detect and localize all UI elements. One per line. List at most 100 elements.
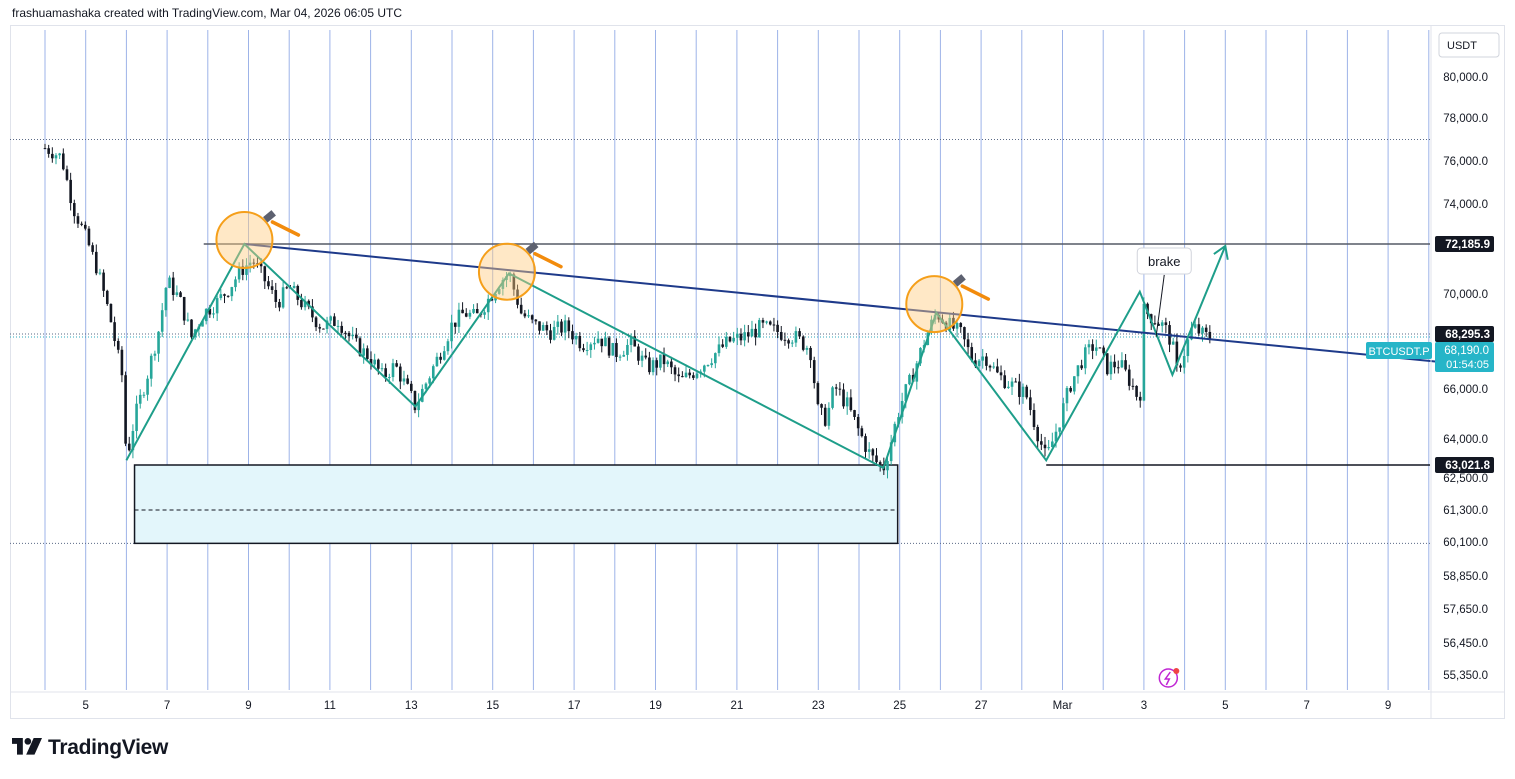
candle-body: [677, 374, 680, 377]
candle-body: [201, 321, 204, 327]
candle-body: [347, 332, 351, 337]
demand-zone-rect[interactable]: [133, 464, 899, 545]
candle-body: [779, 332, 783, 340]
candle-body: [812, 360, 816, 384]
candle-body: [483, 312, 486, 315]
candle-body: [523, 313, 527, 317]
candle-body: [1124, 360, 1127, 370]
candle-body: [1120, 360, 1124, 368]
candle-body: [706, 365, 710, 367]
candle-body: [245, 265, 248, 275]
highlight-circle[interactable]: [905, 275, 964, 334]
candle-body: [1047, 447, 1050, 449]
candle-body: [450, 322, 453, 342]
candle-body: [1109, 361, 1113, 375]
candle-body: [640, 355, 644, 361]
candle-body: [519, 304, 523, 314]
current-price-tag: [1435, 342, 1494, 372]
candle-body: [552, 326, 556, 340]
candle-body: [765, 321, 768, 323]
candle-body: [182, 297, 186, 321]
candle-body: [717, 344, 721, 354]
candle-body: [1171, 341, 1175, 345]
candle-body: [897, 417, 900, 424]
candle-body: [336, 325, 340, 327]
candle-body: [794, 331, 798, 343]
candle-body: [179, 292, 182, 298]
candle-body: [710, 363, 713, 366]
candle-body: [124, 375, 127, 444]
candle-body: [157, 331, 160, 354]
candle-body: [1021, 386, 1025, 397]
candle-body: [490, 298, 494, 301]
x-tick-label: 5: [1222, 700, 1228, 712]
tradingview-logo[interactable]: TradingView: [12, 736, 168, 760]
candle-body: [604, 337, 607, 347]
candle-body: [58, 153, 61, 156]
candle-body: [431, 366, 435, 379]
candle-body: [1098, 347, 1102, 349]
candle-body: [1193, 324, 1197, 328]
candle-body: [1029, 397, 1032, 410]
candle-body: [362, 348, 365, 356]
candle-body: [563, 320, 567, 333]
candle-body: [388, 377, 391, 379]
y-tick-label: 74,000.0: [1443, 199, 1488, 211]
x-tick-label: 21: [731, 700, 744, 712]
candle-body: [113, 322, 116, 341]
candle-body: [486, 298, 490, 313]
candle-body: [750, 328, 754, 337]
candle-body: [340, 325, 344, 333]
candle-body: [475, 308, 479, 314]
x-tick-label: 9: [1385, 700, 1391, 712]
candle-body: [1010, 381, 1014, 387]
chart-frame: [10, 25, 1505, 719]
candle-body: [633, 336, 637, 347]
callout-box[interactable]: [1136, 247, 1192, 275]
highlight-circle[interactable]: [477, 242, 536, 301]
candle-body: [1138, 396, 1142, 401]
event-marker-icon[interactable]: [1158, 668, 1179, 688]
candle-body: [164, 287, 168, 311]
candle-body: [736, 333, 739, 338]
y-tick-label: 61,300.0: [1443, 505, 1488, 517]
candle-body: [135, 403, 138, 432]
candle-body: [351, 334, 354, 337]
candle-body: [73, 203, 76, 217]
candle-body: [607, 337, 611, 356]
zigzag-pattern-line[interactable]: [125, 242, 1227, 470]
candle-body: [919, 347, 922, 364]
candle-body: [296, 285, 300, 300]
candle-body: [746, 332, 750, 337]
candle-body: [54, 155, 58, 159]
hammer-icon: [533, 251, 563, 269]
candle-body: [116, 340, 120, 350]
candle-body: [527, 315, 530, 317]
candle-body: [98, 272, 102, 274]
candle-body: [344, 332, 347, 334]
y-tick-label: 56,450.0: [1443, 638, 1488, 650]
highlight-circle[interactable]: [215, 211, 274, 269]
candle-body: [567, 320, 571, 332]
candle-body: [215, 298, 219, 314]
candle-body: [65, 169, 69, 180]
candle-body: [318, 327, 322, 329]
candle-body: [1054, 431, 1058, 442]
candle-body: [820, 404, 823, 408]
lightning-icon: [1163, 671, 1171, 686]
candle-body: [626, 344, 629, 355]
y-tick-label: 70,000.0: [1443, 289, 1488, 301]
candle-body: [87, 228, 91, 246]
x-tick-label: Mar: [1053, 700, 1073, 712]
candle-body: [51, 153, 54, 159]
candle-body: [692, 375, 695, 378]
candle-body: [186, 319, 190, 321]
descending-trendline[interactable]: [244, 243, 1474, 367]
candle-body: [369, 359, 373, 365]
currency-button[interactable]: [1438, 32, 1500, 58]
candle-body: [798, 331, 801, 337]
candle-body: [329, 316, 333, 321]
candle-body: [1018, 381, 1021, 397]
symbol-tag[interactable]: [1366, 342, 1432, 359]
